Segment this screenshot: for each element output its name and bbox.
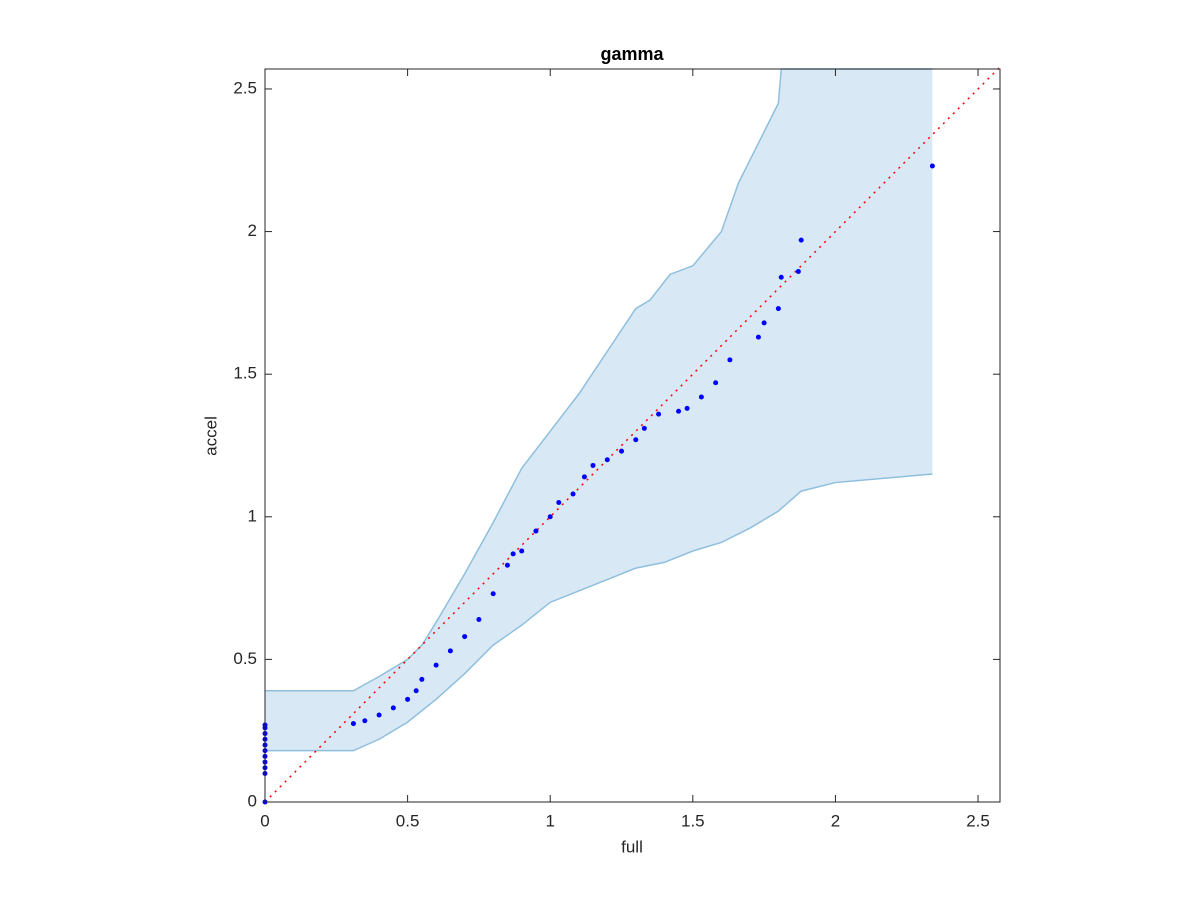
axes-box: [264, 68, 1001, 803]
data-point: [619, 448, 625, 454]
y-tick-label: 1.5: [233, 364, 257, 383]
x-tick-label: 1.5: [681, 811, 705, 830]
data-point: [362, 718, 368, 724]
data-point: [795, 269, 801, 275]
reference-line: [264, 66, 1001, 803]
data-point: [604, 457, 610, 463]
data-point: [533, 528, 539, 534]
y-tick-label: 1: [248, 506, 257, 525]
data-point: [476, 616, 482, 622]
data-point: [462, 634, 468, 640]
data-point: [390, 705, 396, 711]
data-point: [676, 408, 682, 414]
data-point: [778, 274, 784, 280]
y-tick-label: 2.5: [233, 78, 257, 97]
data-point: [641, 425, 647, 431]
x-tick-label: 0: [260, 811, 269, 830]
data-point: [633, 437, 639, 443]
data-point: [447, 648, 453, 654]
data-point: [413, 688, 419, 694]
y-tick-label: 0.5: [233, 649, 257, 668]
data-point: [556, 500, 562, 506]
data-point: [376, 712, 382, 718]
data-point: [590, 462, 596, 468]
y-tick-label: 0: [248, 791, 257, 810]
data-point: [570, 491, 576, 497]
data-point: [798, 237, 804, 243]
x-tick-label: 2: [831, 811, 840, 830]
x-tick-label: 1: [545, 811, 554, 830]
data-point: [755, 334, 761, 340]
data-point: [433, 662, 439, 668]
confidence-band: [265, 69, 933, 751]
data-point: [405, 696, 411, 702]
x-tick-label: 0.5: [396, 811, 420, 830]
x-tick-label: 2.5: [966, 811, 990, 830]
data-point: [581, 474, 587, 480]
data-point: [656, 411, 662, 417]
chart-title: gamma: [600, 44, 664, 64]
data-point: [504, 562, 510, 568]
data-point: [419, 676, 425, 682]
x-axis-label: full: [621, 837, 643, 856]
y-tick-label: 2: [248, 221, 257, 240]
data-point: [775, 306, 781, 312]
y-axis-label: accel: [201, 416, 220, 456]
data-point: [929, 163, 935, 169]
data-point: [510, 551, 516, 557]
data-point: [350, 721, 356, 727]
data-point: [727, 357, 733, 363]
band-lower-edge: [265, 473, 933, 752]
data-point: [547, 514, 553, 520]
data-point: [519, 548, 525, 554]
data-point: [713, 380, 719, 386]
data-point: [698, 394, 704, 400]
data-point: [684, 405, 690, 411]
data-point: [761, 320, 767, 326]
data-point: [490, 591, 496, 597]
